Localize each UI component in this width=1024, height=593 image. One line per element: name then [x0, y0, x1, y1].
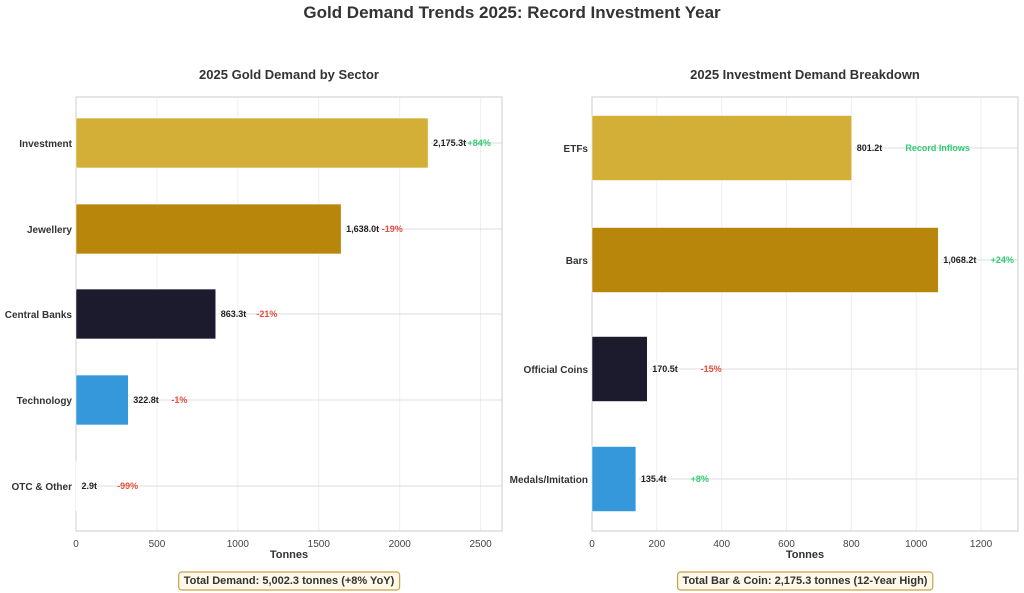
x-tick-label: 800 — [843, 539, 860, 550]
value-label: 2.9t — [81, 481, 97, 491]
y-tick-label: OTC & Other — [11, 482, 72, 493]
bar-jewellery — [75, 203, 342, 255]
value-label: 801.2t — [857, 143, 883, 153]
value-label: 863.3t — [221, 309, 247, 319]
y-tick-label: ETFs — [564, 144, 589, 155]
chart-title: 2025 Gold Demand by Sector — [199, 67, 379, 82]
summary-text: Total Demand: 5,002.3 tonnes (+8% YoY) — [184, 575, 395, 587]
change-label: -99% — [117, 481, 138, 491]
y-tick-label: Central Banks — [5, 310, 73, 321]
x-tick-label: 200 — [648, 539, 665, 550]
x-tick-label: 0 — [589, 539, 595, 550]
summary-text: Total Bar & Coin: 2,175.3 tonnes (12-Yea… — [683, 575, 928, 587]
change-label: -19% — [382, 224, 403, 234]
y-tick-label: Official Coins — [524, 365, 589, 376]
bar-investment — [75, 117, 429, 169]
x-tick-label: 2500 — [470, 539, 493, 550]
bar-technology — [75, 374, 129, 426]
bar-medals-imitation — [591, 446, 637, 512]
change-label: -21% — [256, 309, 277, 319]
change-label: -15% — [701, 364, 722, 374]
change-label: +8% — [691, 474, 709, 484]
chart-panel-1: 2025 Investment Demand Breakdown 0 200 400 6… — [510, 67, 1019, 591]
x-tick-label: 1000 — [227, 539, 250, 550]
bar-bars — [591, 227, 939, 293]
x-tick-label: 1200 — [970, 539, 993, 550]
y-tick-label: Investment — [19, 139, 72, 150]
x-tick-label: 600 — [778, 539, 795, 550]
x-tick-label: 500 — [149, 539, 166, 550]
value-label: 2,175.3t — [433, 138, 466, 148]
x-axis-label: Tonnes — [786, 549, 824, 561]
change-label: +24% — [991, 255, 1014, 265]
change-label: Record Inflows — [905, 143, 970, 153]
x-tick-label: 0 — [73, 539, 79, 550]
value-label: 1,638.0t — [346, 224, 379, 234]
summary-box — [676, 571, 934, 591]
x-tick-label: 1500 — [308, 539, 331, 550]
y-tick-label: Bars — [566, 256, 589, 267]
summary-box — [178, 571, 401, 591]
bar-central-banks — [75, 288, 216, 340]
value-label: 135.4t — [641, 474, 667, 484]
y-tick-label: Jewellery — [27, 225, 72, 236]
y-tick-label: Medals/Imitation — [510, 475, 588, 486]
value-label: 170.5t — [652, 364, 678, 374]
value-label: 322.8t — [133, 395, 159, 405]
x-tick-label: 2000 — [389, 539, 412, 550]
chart-title: 2025 Investment Demand Breakdown — [690, 67, 920, 82]
x-tick-label: 400 — [713, 539, 730, 550]
change-label: +84% — [468, 138, 491, 148]
y-tick-label: Technology — [17, 396, 73, 407]
value-label: 1,068.2t — [943, 255, 976, 265]
figure-title: Gold Demand Trends 2025: Record Investme… — [303, 3, 721, 22]
x-axis-label: Tonnes — [270, 549, 308, 561]
bar-official-coins — [591, 336, 648, 402]
change-label: -1% — [171, 395, 187, 405]
axes-frame — [591, 96, 1019, 532]
x-tick-label: 1000 — [905, 539, 928, 550]
chart-panel-0: 2025 Gold Demand by Sector 0 500 1000 1500 20… — [5, 67, 503, 591]
bar-etfs — [591, 115, 852, 181]
